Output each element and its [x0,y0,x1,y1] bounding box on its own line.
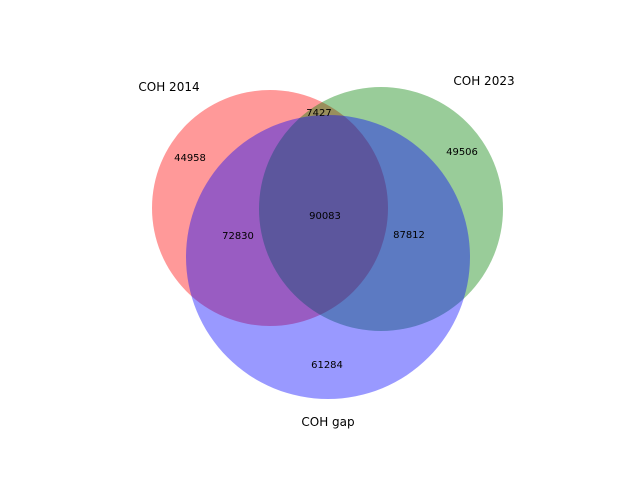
set-label-b: COH 2023 [453,74,514,88]
region-value-b-only: 49506 [446,147,478,158]
region-value-a-and-b-and-c: 90083 [309,211,341,222]
region-labels: COH 2014 COH 2023 COH gap 44958 49506 61284 74… [138,74,514,429]
set-circles [152,87,503,399]
set-circle-b [259,87,503,331]
set-label-c: COH gap [301,415,354,429]
set-circle-c [186,115,470,399]
region-value-a-and-c-only: 72830 [222,231,254,242]
set-circle-a [152,90,388,326]
set-label-a: COH 2014 [138,80,199,94]
region-value-a-only: 44958 [174,153,206,164]
region-value-b-and-c-only: 87812 [393,230,425,241]
region-value-a-and-b-only: 7427 [306,108,331,119]
region-value-c-only: 61284 [311,360,343,371]
